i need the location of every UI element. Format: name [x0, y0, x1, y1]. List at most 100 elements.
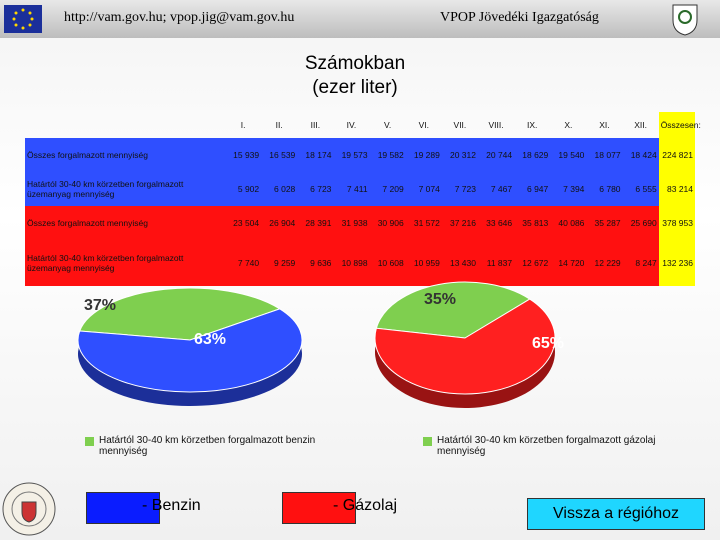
cell: 9 259	[274, 258, 296, 268]
title: Számokban (ezer liter)	[200, 52, 510, 100]
legend-entry: Határtól 30-40 km körzetben forgalmazott…	[85, 435, 325, 457]
column-header: Összesen:	[658, 112, 701, 138]
cell: 11 837	[486, 258, 513, 268]
cell: 25 690	[630, 218, 657, 228]
legend-swatch	[282, 492, 356, 524]
column-header: IV.	[346, 120, 357, 130]
eu-flag	[4, 5, 42, 33]
slice	[77, 308, 303, 393]
cell: 8 247	[635, 258, 657, 268]
legend-swatch	[85, 437, 94, 446]
cell: 83 214	[658, 172, 695, 206]
cell: 132 236	[658, 240, 695, 286]
column-header: VI.	[418, 120, 429, 130]
contact: http://vam.gov.hu; vpop.jig@vam.gov.hu	[64, 10, 295, 25]
emblem	[672, 4, 698, 36]
pie-charts: 37% 63% 35% 65%	[77, 281, 564, 408]
cell: 7 209	[382, 184, 404, 194]
cell: 26 904	[269, 218, 296, 228]
cell: 12 672	[522, 258, 549, 268]
cell: 18 629	[522, 150, 549, 160]
column-header: III.	[310, 120, 321, 130]
cell: 30 906	[377, 218, 404, 228]
cell: 7 411	[346, 184, 368, 194]
cell: 19 289	[413, 150, 440, 160]
table-row: Határtól 30-40 km körzetben forgalmazott…	[25, 240, 695, 286]
cell: 20 744	[486, 150, 513, 160]
column-header: X.	[564, 120, 573, 130]
column-header: IX.	[526, 120, 538, 130]
data-table: I. II. III. IV. V. VI. VII. VIII. IX. X. XI. XII. Ös…	[25, 112, 701, 286]
cell: 10 898	[341, 258, 368, 268]
cell: 33 646	[486, 218, 513, 228]
column-header: XI.	[599, 120, 610, 130]
cell: 28 391	[305, 218, 332, 228]
cell: 6 723	[310, 184, 332, 194]
row-label: Határtól 30-40 km körzetben forgalmazott…	[27, 179, 184, 199]
value-label: 35%	[424, 291, 456, 308]
cell: 20 312	[449, 150, 476, 160]
cell: 31 938	[341, 218, 368, 228]
title-line: Számokban	[304, 53, 406, 74]
cell: 7 723	[454, 184, 476, 194]
row-label: Összes forgalmazott mennyiség	[27, 218, 148, 228]
legend-label: - Benzin	[142, 497, 201, 514]
header-row: I. II. III. IV. V. VI. VII. VIII. IX. X. XI. XII. Ös…	[25, 112, 701, 138]
legend-entry: Határtól 30-40 km körzetben forgalmazott…	[423, 435, 663, 457]
column-header: I.	[240, 120, 246, 130]
cell: 7 740	[237, 258, 260, 268]
title-line: (ezer liter)	[312, 77, 398, 98]
cell: 5 902	[237, 184, 260, 194]
organization: VPOP Jövedéki Igazgatóság	[440, 10, 599, 25]
cell: 18 077	[594, 150, 621, 160]
cell: 10 608	[377, 258, 404, 268]
column-header: V.	[384, 120, 392, 130]
column-header: II.	[275, 120, 283, 130]
cell: 6 028	[274, 184, 296, 194]
cell: 224 821	[658, 138, 695, 172]
cell: 12 229	[594, 258, 621, 268]
value-label: 37%	[84, 297, 116, 314]
cell: 10 959	[413, 258, 440, 268]
table-row: Összes forgalmazott mennyiség 15 939 16 53…	[25, 138, 695, 172]
table-row: Összes forgalmazott mennyiség 23 504 26 90…	[25, 206, 695, 240]
cell: 7 074	[418, 184, 440, 194]
corner-cell	[25, 112, 225, 138]
legend-swatch	[423, 437, 432, 446]
cell: 40 086	[558, 218, 585, 228]
cell: 9 636	[310, 258, 332, 268]
cell: 19 582	[377, 150, 404, 160]
top-bar	[0, 0, 720, 38]
cell: 15 939	[233, 150, 260, 160]
column-header: VIII.	[488, 120, 504, 130]
legend-label: Határtól 30-40 km körzetben forgalmazott…	[437, 435, 656, 457]
legend-label: - Gázolaj	[333, 497, 398, 514]
value-label: 63%	[194, 331, 226, 348]
value-label: 65%	[532, 335, 564, 352]
row-label: Határtól 30-40 km körzetben forgalmazott…	[27, 253, 184, 273]
slice	[78, 287, 281, 341]
cell: 7 394	[563, 184, 585, 194]
cell: 31 572	[413, 218, 440, 228]
slice	[375, 281, 531, 339]
cell: 23 504	[233, 218, 260, 228]
legend-label: Határtól 30-40 km körzetben forgalmazott…	[99, 435, 316, 457]
cell: 7 467	[490, 184, 513, 194]
cell: 18 174	[305, 150, 332, 160]
cell: 13 430	[449, 258, 476, 268]
cell: 6 947	[526, 184, 549, 194]
cell: 14 720	[558, 258, 585, 268]
cell: 37 216	[449, 218, 476, 228]
cell: 35 813	[522, 218, 549, 228]
cell: 19 573	[341, 150, 368, 160]
back-button[interactable]: Vissza a régióhoz	[527, 498, 705, 530]
column-header: VII.	[453, 120, 467, 130]
slice	[374, 298, 556, 395]
cell: 16 539	[269, 150, 296, 160]
column-header: XII.	[634, 120, 647, 130]
cell: 19 540	[558, 150, 585, 160]
cell: 18 424	[630, 150, 657, 160]
legend-swatch	[86, 492, 160, 524]
row-label: Összes forgalmazott mennyiség	[27, 150, 148, 160]
